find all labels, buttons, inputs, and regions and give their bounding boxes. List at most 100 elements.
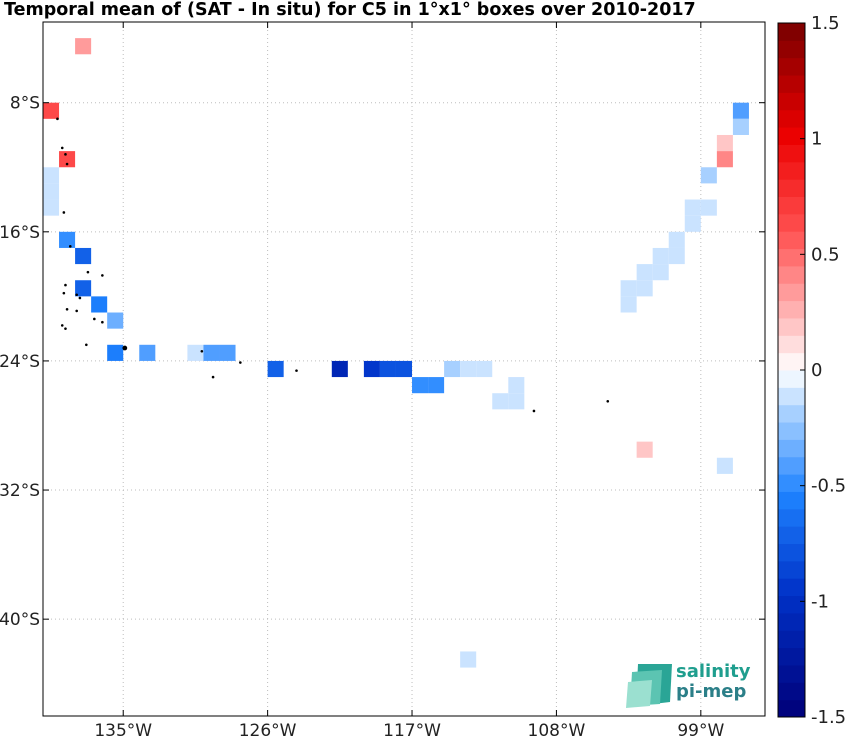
island-dot [60,146,64,150]
island-dot [68,245,72,248]
colorbar-segment [778,387,805,406]
island-dot [122,345,128,351]
heatmap-cell [59,231,76,248]
heatmap-cell [732,102,749,119]
island-dot [239,361,242,364]
heatmap-cell [43,167,60,184]
heatmap-cell [508,393,525,410]
heatmap-cell [636,264,653,281]
island-dot [200,349,204,353]
heatmap-cell [700,199,717,216]
colorbar-segment [778,335,805,354]
colorbar-segment [778,196,805,215]
colorbar-segment [778,317,805,336]
axes-frame [42,21,766,717]
colorbar-segment [778,560,805,579]
heatmap-cell [139,344,156,361]
colorbar-tick-label: -1.5 [811,707,846,728]
heatmap-cell [716,134,733,152]
island-dot [60,324,64,327]
heatmap-cell [732,118,749,135]
colorbar-segment [778,439,805,458]
y-tick-label: 16°S [0,223,40,243]
colorbar-segment [778,109,805,128]
colorbar-segment [778,682,805,701]
heatmap-cell [43,183,60,200]
heatmap-cell [636,280,653,297]
heatmap-cell [684,215,701,232]
island-dot [75,293,78,297]
colorbar-segment [778,474,805,492]
colorbar-segment [778,664,805,683]
logo-line1: salinity [676,661,751,682]
land-islands [56,117,610,413]
y-tick-label: 40°S [0,610,40,630]
heatmap-cell [700,167,717,184]
heatmap-cell [395,360,413,378]
colorbar-segment [778,422,805,440]
colorbar-segment [778,161,805,180]
y-tick-label: 24°S [0,352,40,372]
colorbar-tick-label: 1.5 [811,13,840,34]
colorbar-segment [778,699,805,718]
heatmap-cell [476,360,493,378]
heatmap-cell [716,457,733,474]
island-dot [606,399,610,403]
colorbar-segment [778,647,805,666]
colorbar-segment [778,57,805,76]
island-dot [56,117,59,121]
island-dot [85,343,88,347]
island-dot [101,274,104,277]
colorbar-segment [778,92,805,111]
heatmap-cell [43,199,60,216]
colorbar-segment [778,352,805,371]
colorbar-segment [778,213,805,232]
island-dot [86,270,90,274]
heatmap-cell [379,360,396,378]
colorbar-segment [778,595,805,614]
island-dot [64,153,67,156]
colorbar-segment [778,283,805,302]
colorbar-tick-label: -0.5 [811,476,846,497]
heatmap-cell [652,247,669,265]
heatmap-cell [107,312,124,329]
colorbar-tick-label: 1 [811,129,822,150]
colorbar-segment [778,543,805,562]
colorbar-segment [778,526,805,544]
heatmap-cell [716,151,733,168]
heatmap-cell [203,344,220,361]
colorbar-segment [778,23,805,41]
colorbar-segment [778,265,805,284]
heatmap-cell [460,360,477,378]
heatmap-cell [620,296,637,313]
island-dot [211,375,215,379]
heatmap-cell [444,360,461,378]
y-tick-label: 8°S [10,94,40,114]
heatmap-cell [652,264,669,281]
heatmap-cell [492,393,509,410]
colorbar-segment [778,144,805,163]
colorbar-segment [778,630,805,649]
colorbar-segment [778,127,805,145]
x-axis-ticks: 135°W 126°W 117°W 108°W 99°W [94,22,724,740]
colorbar-tick-label: -1 [811,591,829,612]
colorbar-segment [778,404,805,423]
chart-title: Temporal mean of (SAT - In situ) for C5 … [4,0,696,20]
y-tick-label: 32°S [0,481,40,501]
island-dot [295,369,298,372]
heatmap-cell [636,441,653,458]
heatmap-cell [412,377,429,394]
heatmap-cell [620,280,637,297]
colorbar-segment [778,300,805,319]
heatmap-cell [363,360,380,378]
colorbar-tick-label: 0 [811,360,822,381]
heatmap-cell [91,296,108,313]
colorbar-segment [778,75,805,93]
island-dot [101,320,104,324]
island-dot [62,291,66,295]
colorbar-segment [778,40,805,59]
heatmap-cell [668,247,685,265]
x-tick-label: 135°W [94,721,152,740]
x-tick-label: 99°W [677,721,724,740]
